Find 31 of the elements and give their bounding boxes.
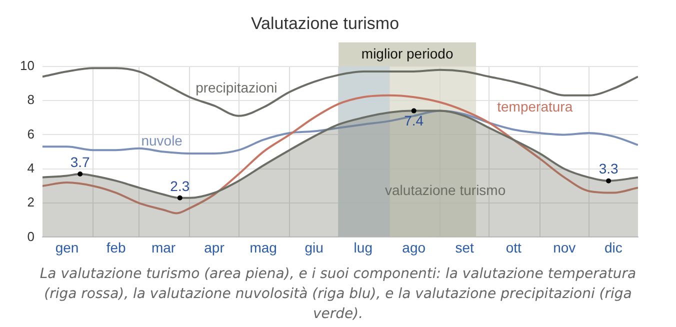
line-series xyxy=(42,67,638,117)
series-label: temperatura xyxy=(497,98,573,114)
x-tick-label: giu xyxy=(304,239,324,256)
y-tick-label: 4 xyxy=(27,160,34,176)
y-tick-label: 6 xyxy=(27,126,34,142)
data-label: 2.3 xyxy=(170,178,190,194)
x-tick-label: feb xyxy=(106,239,126,256)
x-tick-label: ago xyxy=(402,239,426,256)
x-tick-label: mag xyxy=(250,239,277,256)
x-tick-label: nov xyxy=(553,239,576,256)
series-label: valutazione turismo xyxy=(385,182,506,198)
series-label: nuvole xyxy=(141,132,183,148)
data-label: 3.7 xyxy=(70,154,90,170)
y-tick-label: 10 xyxy=(20,58,34,73)
x-tick-label: mar xyxy=(151,239,176,256)
y-tick-label: 2 xyxy=(27,194,34,210)
x-tick-label: ott xyxy=(506,239,522,256)
x-tick-label: lug xyxy=(354,239,372,256)
y-tick-label: 8 xyxy=(27,92,34,108)
x-tick-label: apr xyxy=(204,239,225,256)
x-tick-label: dic xyxy=(604,239,622,256)
band-label: miglior periodo xyxy=(361,45,454,62)
series-label: precipitazioni xyxy=(196,79,278,96)
x-tick-label: set xyxy=(455,239,474,256)
line-series xyxy=(42,94,638,214)
chart-title: Valutazione turismo xyxy=(250,14,400,33)
y-tick-label: 0 xyxy=(27,228,34,244)
x-tick-label: gen xyxy=(55,239,79,256)
data-label: 7.4 xyxy=(404,112,424,129)
text: La valutazione turismo (area piena), e i suoi componenti: la valutazione temperatura (riga rossa), la valutazione nuvolosità (riga blu), e la valutazione precipitazioni (riga verde). xyxy=(38,265,638,324)
data-label: 3.3 xyxy=(598,160,618,177)
